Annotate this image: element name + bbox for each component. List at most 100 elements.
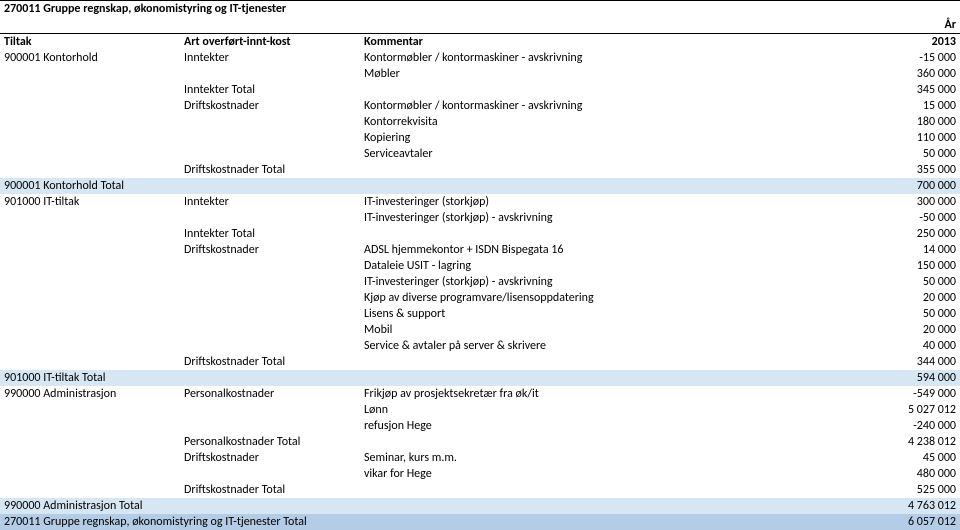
cell: Driftskostnader Total — [180, 162, 360, 178]
col-art: Art overført-innt-kost — [180, 34, 360, 51]
grand-total-row: 270011 Gruppe regnskap, økonomistyring o… — [0, 514, 960, 530]
cell: 345 000 — [740, 82, 960, 98]
table-row: Serviceavtaler50 000 — [0, 146, 960, 162]
cell: 525 000 — [740, 482, 960, 498]
cell: -50 000 — [740, 210, 960, 226]
cell: 20 000 — [740, 322, 960, 338]
cell: 20 000 — [740, 290, 960, 306]
cell: Driftskostnader Total — [180, 354, 360, 370]
cell: Kontormøbler / kontormaskiner - avskrivn… — [360, 98, 740, 114]
table-row: DriftskostnaderADSL hjemmekontor + ISDN … — [0, 242, 960, 258]
table-row: 990000 AdministrasjonPersonalkostnaderFr… — [0, 386, 960, 402]
table-row: IT-investeringer (storkjøp) - avskrivnin… — [0, 210, 960, 226]
cell: 594 000 — [740, 370, 960, 386]
cell: 180 000 — [740, 114, 960, 130]
cell: IT-investeringer (storkjøp) - avskrivnin… — [360, 210, 740, 226]
cell: Inntekter Total — [180, 82, 360, 98]
cell: 901000 IT-tiltak Total — [0, 370, 180, 386]
cell: 270011 Gruppe regnskap, økonomistyring o… — [0, 514, 740, 530]
table-row: DriftskostnaderSeminar, kurs m.m.45 000 — [0, 450, 960, 466]
cell: 4 763 012 — [740, 498, 960, 514]
table-row: DriftskostnaderKontormøbler / kontormask… — [0, 98, 960, 114]
cell: 5 027 012 — [740, 402, 960, 418]
cell: IT-investeringer (storkjøp) - avskrivnin… — [360, 274, 740, 290]
cell: 15 000 — [740, 98, 960, 114]
cell: vikar for Hege — [360, 466, 740, 482]
table-row: Mobil20 000 — [0, 322, 960, 338]
cell: Møbler — [360, 66, 740, 82]
cell: Kopiering — [360, 130, 740, 146]
table-row: Service & avtaler på server & skrivere40… — [0, 338, 960, 354]
cell: Driftskostnader — [180, 98, 360, 114]
cell: Dataleie USIT - lagring — [360, 258, 740, 274]
col-tiltak: Tiltak — [0, 34, 180, 51]
cell: -15 000 — [740, 50, 960, 66]
cell: Lisens & support — [360, 306, 740, 322]
cell: IT-investeringer (storkjøp) — [360, 194, 740, 210]
cell: refusjon Hege — [360, 418, 740, 434]
table-row: Inntekter Total 250 000 — [0, 226, 960, 242]
col-kommentar: Kommentar — [360, 34, 740, 51]
cell: 50 000 — [740, 306, 960, 322]
table-row: Personalkostnader Total 4 238 012 — [0, 434, 960, 450]
table-row: Kontorrekvisita180 000 — [0, 114, 960, 130]
cell: 901000 IT-tiltak — [0, 194, 180, 210]
cell: 990000 Administrasjon — [0, 386, 180, 402]
cell: Driftskostnader — [180, 450, 360, 466]
cell: 45 000 — [740, 450, 960, 466]
cell: 480 000 — [740, 466, 960, 482]
table-row: IT-investeringer (storkjøp) - avskrivnin… — [0, 274, 960, 290]
cell: 900001 Kontorhold — [0, 50, 180, 66]
table-row: 900001 KontorholdInntekterKontormøbler /… — [0, 50, 960, 66]
table-row: Driftskostnader Total 355 000 — [0, 162, 960, 178]
cell: 360 000 — [740, 66, 960, 82]
cell: Service & avtaler på server & skrivere — [360, 338, 740, 354]
cell: Kontorrekvisita — [360, 114, 740, 130]
cell: Frikjøp av prosjektsekretær fra øk/it — [360, 386, 740, 402]
subtotal-row: 990000 Administrasjon Total 4 763 012 — [0, 498, 960, 514]
cell: 4 238 012 — [740, 434, 960, 450]
cell: 250 000 — [740, 226, 960, 242]
cell: 300 000 — [740, 194, 960, 210]
table-title: 270011 Gruppe regnskap, økonomistyring o… — [0, 1, 960, 18]
cell: 50 000 — [740, 274, 960, 290]
cell: 990000 Administrasjon Total — [0, 498, 180, 514]
cell: 900001 Kontorhold Total — [0, 178, 180, 194]
cell: 40 000 — [740, 338, 960, 354]
cell: Personalkostnader — [180, 386, 360, 402]
cell: 150 000 — [740, 258, 960, 274]
table-row: vikar for Hege480 000 — [0, 466, 960, 482]
cell: 14 000 — [740, 242, 960, 258]
subtotal-row: 901000 IT-tiltak Total 594 000 — [0, 370, 960, 386]
cell: Inntekter Total — [180, 226, 360, 242]
cell: Personalkostnader Total — [180, 434, 360, 450]
cell: 355 000 — [740, 162, 960, 178]
subtotal-row: 900001 Kontorhold Total 700 000 — [0, 178, 960, 194]
cell: -549 000 — [740, 386, 960, 402]
budget-table: 270011 Gruppe regnskap, økonomistyring o… — [0, 0, 960, 530]
cell: 6 057 012 — [740, 514, 960, 530]
cell: Kjøp av diverse programvare/lisensoppdat… — [360, 290, 740, 306]
cell: Inntekter — [180, 50, 360, 66]
table-row: 901000 IT-tiltakInntekterIT-investeringe… — [0, 194, 960, 210]
cell: Serviceavtaler — [360, 146, 740, 162]
table-row: Driftskostnader Total 344 000 — [0, 354, 960, 370]
col-year: 2013 — [740, 34, 960, 51]
table-row: Kjøp av diverse programvare/lisensoppdat… — [0, 290, 960, 306]
cell: -240 000 — [740, 418, 960, 434]
cell: Driftskostnader Total — [180, 482, 360, 498]
table-row: refusjon Hege-240 000 — [0, 418, 960, 434]
table-row: Kopiering110 000 — [0, 130, 960, 146]
table-row: Dataleie USIT - lagring150 000 — [0, 258, 960, 274]
year-label: År — [0, 17, 960, 34]
table-row: Lønn5 027 012 — [0, 402, 960, 418]
cell: Seminar, kurs m.m. — [360, 450, 740, 466]
cell: 110 000 — [740, 130, 960, 146]
cell: Driftskostnader — [180, 242, 360, 258]
table-row: Driftskostnader Total 525 000 — [0, 482, 960, 498]
table-row: Lisens & support50 000 — [0, 306, 960, 322]
cell: 344 000 — [740, 354, 960, 370]
cell: 700 000 — [740, 178, 960, 194]
cell: Inntekter — [180, 194, 360, 210]
table-row: Inntekter Total 345 000 — [0, 82, 960, 98]
